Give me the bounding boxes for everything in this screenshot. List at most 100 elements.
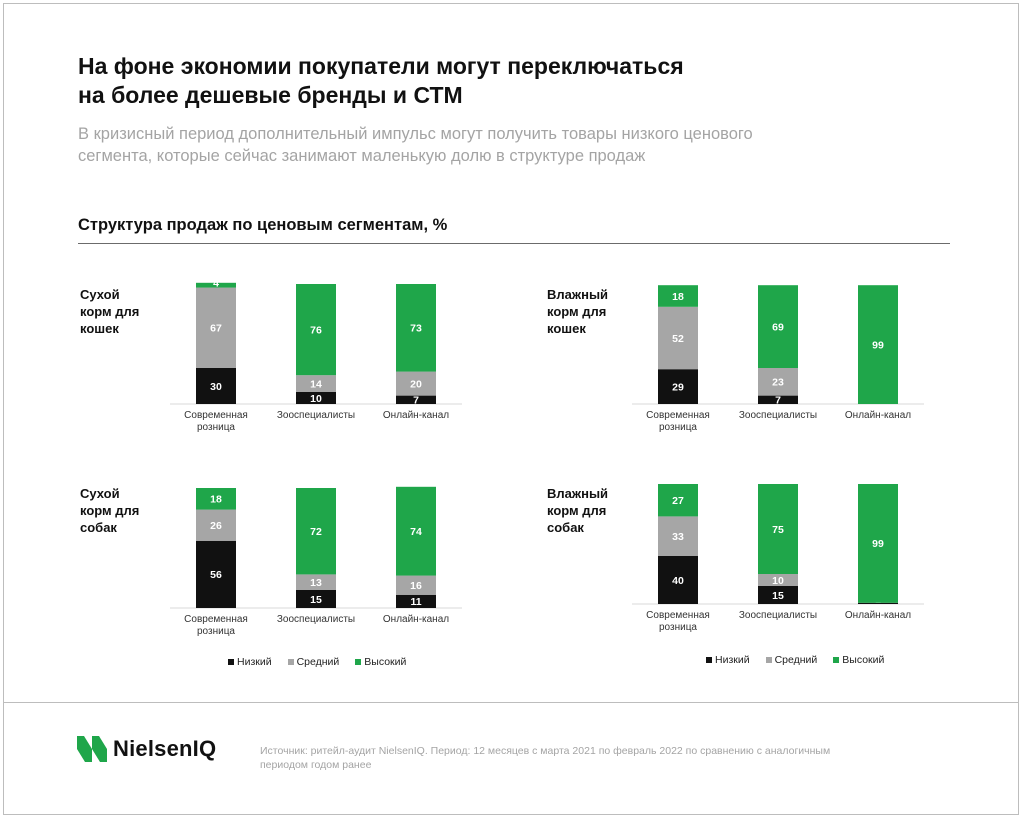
legend-item-high: Высокий bbox=[355, 656, 406, 668]
category-label: Онлайн-канал bbox=[845, 610, 911, 621]
category-label: Зооспециалисты bbox=[739, 410, 817, 421]
source-line-1: Источник: ритейл-аудит NielsenIQ. Период… bbox=[260, 745, 831, 757]
category-label: Современная bbox=[184, 614, 248, 625]
title-line-2: на более дешевые бренды и СТМ bbox=[78, 82, 463, 108]
data-label: 10 bbox=[772, 575, 784, 587]
data-label: 11 bbox=[410, 596, 421, 608]
data-label: 76 bbox=[310, 324, 322, 336]
bar-segment-Средний bbox=[396, 575, 436, 595]
source-note: Источник: ритейл-аудит NielsenIQ. Период… bbox=[260, 744, 960, 772]
bar-segment-Средний bbox=[658, 516, 698, 556]
legend-right: Низкий Средний Высокий bbox=[706, 654, 884, 666]
bar-segment-Высокий bbox=[858, 484, 898, 603]
legend-left: Низкий Средний Высокий bbox=[228, 656, 406, 668]
bar-segment-Высокий bbox=[396, 486, 436, 576]
legend-item-mid: Средний bbox=[287, 656, 340, 668]
bar-segment-Низкий bbox=[396, 395, 436, 404]
panel-label-line: Сухой bbox=[80, 287, 120, 302]
panel-label-dry-dog: Сухой корм для собак bbox=[80, 485, 139, 536]
data-label: 16 bbox=[410, 580, 422, 592]
data-label: 7 bbox=[775, 395, 781, 407]
nielseniq-logo: NielsenIQ bbox=[76, 733, 216, 765]
bar-segment-Высокий bbox=[758, 285, 798, 368]
panel-label-line: корм для bbox=[547, 304, 607, 319]
panel-label-line: кошек bbox=[547, 321, 586, 336]
legend-label: Средний bbox=[296, 656, 340, 668]
data-label: 75 bbox=[772, 524, 784, 536]
nielseniq-mark-icon bbox=[77, 736, 107, 762]
footer-divider bbox=[4, 702, 1018, 703]
data-label: 15 bbox=[310, 594, 322, 606]
panel-label-line: Влажный bbox=[547, 486, 609, 501]
panel-label-line: собак bbox=[80, 520, 117, 535]
panel-label-dry-cat: Сухой корм для кошек bbox=[80, 286, 139, 337]
bar-segment-Высокий bbox=[758, 484, 798, 574]
brand-name: NielsenIQ bbox=[113, 736, 217, 761]
bar-segment-Высокий bbox=[296, 488, 336, 575]
legend-swatch bbox=[228, 659, 234, 665]
data-label: 69 bbox=[772, 321, 784, 333]
bar-segment-Высокий bbox=[296, 284, 336, 376]
panel-label-line: корм для bbox=[80, 503, 140, 518]
category-label: Зооспециалисты bbox=[277, 410, 355, 421]
data-label: 10 bbox=[310, 393, 322, 405]
bar-segment-Средний bbox=[196, 509, 236, 541]
page-subtitle: В кризисный период дополнительный импуль… bbox=[78, 123, 938, 167]
data-label: 18 bbox=[210, 494, 222, 506]
legend-label: Низкий bbox=[715, 654, 750, 666]
data-label: 74 bbox=[410, 526, 422, 538]
data-label: 13 bbox=[310, 577, 322, 589]
legend-label: Средний bbox=[774, 654, 818, 666]
panel-label-wet-dog: Влажный корм для собак bbox=[547, 485, 608, 536]
category-label: Зооспециалисты bbox=[277, 614, 355, 625]
bar-segment-Высокий bbox=[658, 484, 698, 517]
bar-segment-Высокий bbox=[658, 285, 698, 307]
category-label: розница bbox=[197, 626, 235, 637]
legend-swatch bbox=[355, 659, 362, 665]
data-label: 99 bbox=[872, 339, 884, 351]
category-label: розница bbox=[197, 422, 235, 433]
data-label: 99 bbox=[872, 538, 884, 550]
subtitle-line-2: сегмента, которые сейчас занимают малень… bbox=[78, 147, 646, 165]
subtitle-line-1: В кризисный период дополнительный импуль… bbox=[78, 125, 753, 143]
section-title: Структура продаж по ценовым сегментам, % bbox=[78, 216, 448, 234]
data-label: 30 bbox=[210, 381, 222, 393]
section-divider bbox=[78, 243, 950, 244]
legend-label: Высокий bbox=[364, 656, 407, 668]
category-label: Онлайн-канал bbox=[845, 410, 911, 421]
category-label: Зооспециалисты bbox=[739, 610, 817, 621]
data-label: 29 bbox=[672, 381, 684, 393]
legend-label: Низкий bbox=[237, 656, 272, 668]
category-label: Онлайн-канал bbox=[383, 410, 449, 421]
bar-segment-Средний bbox=[758, 368, 798, 396]
panel-label-line: Влажный bbox=[547, 287, 609, 302]
data-label: 67 bbox=[210, 323, 222, 335]
data-label: 26 bbox=[210, 520, 222, 532]
legend-swatch bbox=[706, 657, 712, 663]
data-label: 7 bbox=[413, 395, 419, 407]
panel-label-line: Сухой bbox=[80, 486, 120, 501]
panel-label-wet-cat: Влажный корм для кошек bbox=[547, 286, 608, 337]
panel-label-line: кошек bbox=[80, 321, 119, 336]
data-label: 33 bbox=[672, 531, 684, 543]
bar-segment-Низкий bbox=[758, 395, 798, 404]
bar-segment-Средний bbox=[396, 371, 436, 396]
data-label: 4 bbox=[213, 278, 219, 290]
bar-segment-Средний bbox=[296, 574, 336, 590]
panel-label-line: корм для bbox=[80, 304, 140, 319]
legend-swatch bbox=[287, 659, 294, 665]
bar-segment-Низкий bbox=[396, 594, 436, 608]
category-label: Современная bbox=[646, 610, 710, 621]
title-line-1: На фоне экономии покупатели могут перекл… bbox=[78, 53, 684, 79]
legend-item-low: Низкий bbox=[706, 654, 750, 666]
page-frame bbox=[3, 3, 1019, 815]
legend-item-mid: Средний bbox=[765, 654, 818, 666]
legend-swatch bbox=[833, 657, 840, 663]
data-label: 27 bbox=[672, 495, 684, 507]
bar-segment-Низкий bbox=[658, 369, 698, 404]
bar-segment-Низкий bbox=[758, 586, 798, 604]
bar-segment-Низкий bbox=[296, 392, 336, 404]
bar-segment-Средний bbox=[196, 287, 236, 368]
